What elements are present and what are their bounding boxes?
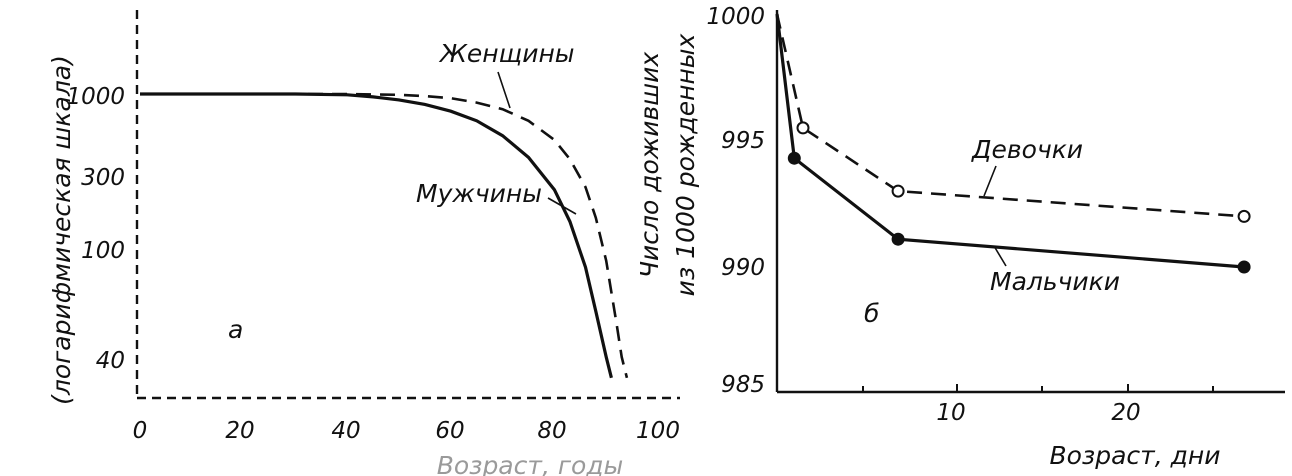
x-tick-label: 80 xyxy=(537,418,566,444)
x-tick-label: 60 xyxy=(435,418,464,444)
x-tick-label: 100 xyxy=(636,418,680,444)
men-leader-line xyxy=(547,197,577,215)
y-tick-label: 100 xyxy=(81,238,125,264)
series-line-boys xyxy=(775,13,1245,269)
panel-b-markers xyxy=(787,121,1251,274)
y-tick-label: 40 xyxy=(96,348,125,374)
panel-a-label: а xyxy=(228,315,243,344)
y-tick-label: 990 xyxy=(721,255,765,281)
data-point-girls xyxy=(891,184,905,198)
panel-b-x-tick-marks xyxy=(862,384,1214,392)
panel-a-y-ticks: 1000 300 100 40 xyxy=(66,84,125,374)
data-point-girls xyxy=(796,121,810,135)
x-tick-label: 10 xyxy=(936,400,965,426)
panel-a-y-axis-label: (логарифмическая шкала) xyxy=(47,55,76,405)
panel-b-label: б xyxy=(864,299,879,328)
women-leader-line xyxy=(497,71,511,109)
legend-label-men: Мужчины xyxy=(416,179,542,208)
y-tick-label: 1000 xyxy=(706,4,765,30)
panel-b-x-ticks: 10 20 xyxy=(936,400,1140,426)
legend-label-women: Женщины xyxy=(438,39,575,68)
y-tick-label: 300 xyxy=(81,165,125,191)
panel-b-y-ticks: 1000 995 990 985 xyxy=(706,4,765,398)
legend-label-girls: Девочки xyxy=(971,135,1083,164)
x-tick-label: 20 xyxy=(1111,400,1140,426)
series-line-men xyxy=(140,92,613,379)
x-tick-label: 20 xyxy=(225,418,254,444)
data-point-boys xyxy=(787,151,801,165)
x-tick-label: 40 xyxy=(331,418,360,444)
data-point-boys xyxy=(891,232,905,246)
y-tick-label: 985 xyxy=(721,372,765,398)
series-line-girls xyxy=(775,13,1245,218)
boys-leader-line xyxy=(993,245,1007,267)
data-point-boys xyxy=(1237,260,1251,274)
y-tick-label: 1000 xyxy=(66,84,125,110)
panel-a-x-axis-label: Возраст, годы xyxy=(437,451,624,476)
panel-b-x-axis-label: Возраст, дни xyxy=(1049,441,1220,470)
series-line-women xyxy=(140,92,629,379)
panel-b: 10 20 1000 995 990 985 Число доживших из… xyxy=(635,4,1285,470)
panel-a-x-ticks: 0 20 40 60 80 100 xyxy=(133,418,680,444)
y-tick-label: 995 xyxy=(721,128,765,154)
girls-leader-line xyxy=(983,165,997,197)
panel-b-y-axis-label-line-1: Число доживших xyxy=(635,52,664,279)
data-point-girls xyxy=(1237,209,1251,223)
panel-b-y-axis-label-line-2: из 1000 рожденных xyxy=(671,33,700,296)
panel-a: 0 20 40 60 80 100 1000 300 100 40 (логар… xyxy=(47,10,680,476)
x-tick-label: 0 xyxy=(133,418,148,444)
legend-label-boys: Мальчики xyxy=(990,267,1120,296)
